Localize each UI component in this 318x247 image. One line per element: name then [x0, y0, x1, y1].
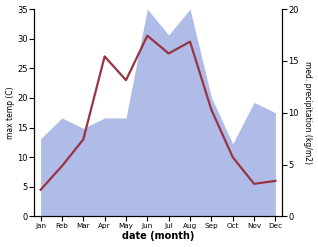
X-axis label: date (month): date (month) — [122, 231, 194, 242]
Y-axis label: med. precipitation (kg/m2): med. precipitation (kg/m2) — [303, 61, 313, 164]
Y-axis label: max temp (C): max temp (C) — [5, 86, 15, 139]
